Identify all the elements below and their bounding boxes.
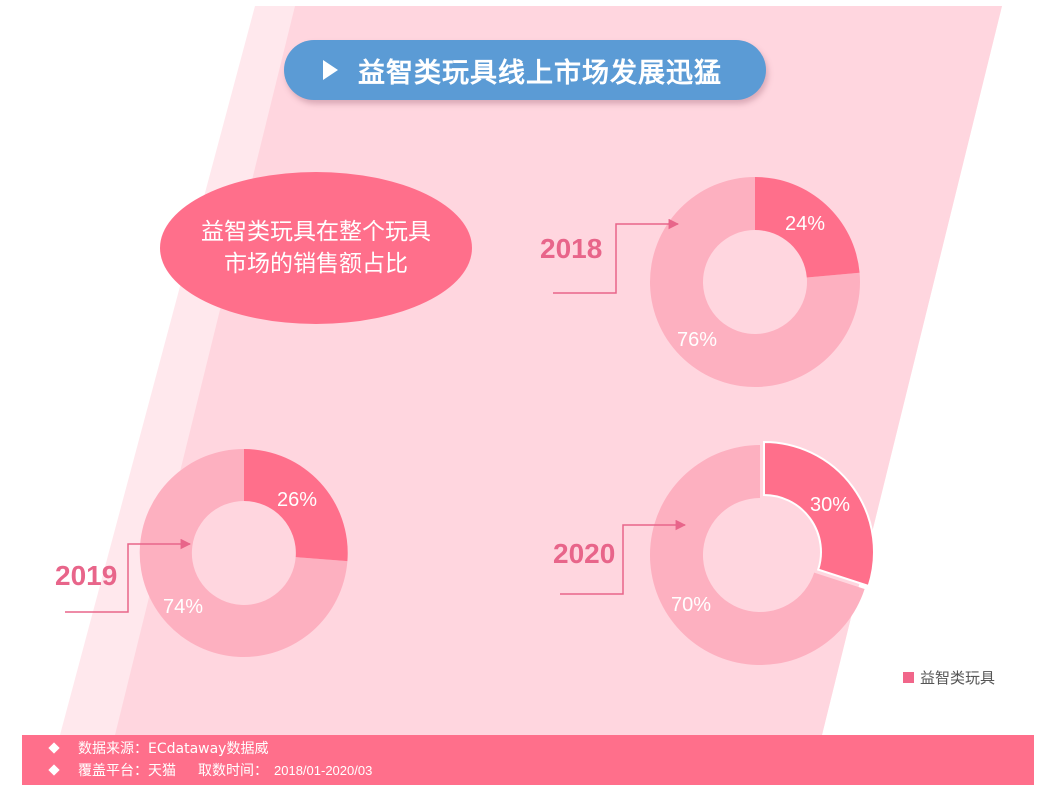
connector-2020 — [560, 519, 687, 595]
footer-source-value: ECdataway数据威 — [148, 741, 269, 757]
donut-2018-highlight-slice — [755, 177, 860, 278]
footer-bar: 数据来源： ECdataway数据威 覆盖平台： 天猫 取数时间： 2018/0… — [22, 735, 1034, 785]
donut-2020 — [649, 440, 875, 665]
connector-2018 — [553, 218, 680, 294]
year-label-2018: 2018 — [540, 233, 603, 264]
donut-2018 — [650, 177, 861, 387]
chart-legend: 益智类玩具 — [903, 667, 995, 688]
diamond-bullet-icon — [48, 764, 60, 776]
pct-label-2020-highlight: 30% — [810, 494, 851, 516]
legend-swatch — [903, 672, 914, 683]
page-title: 益智类玩具线上市场发展迅猛 — [358, 57, 722, 89]
footer-source-line: 数据来源： ECdataway数据威 — [48, 738, 269, 758]
year-label-2020: 2020 — [553, 538, 616, 569]
header-title-pill: 益智类玩具线上市场发展迅猛 — [284, 40, 766, 100]
footer-platform-value: 天猫 — [148, 763, 176, 779]
callout-ellipse: 益智类玩具在整个玩具 市场的销售额占比 — [160, 172, 472, 324]
donut-2020-highlight-slice — [763, 440, 875, 588]
pct-label-2018-highlight: 24% — [785, 213, 826, 235]
callout-line-1: 益智类玩具在整个玩具 — [201, 219, 431, 245]
footer-period-value: 2018/01-2020/03 — [274, 762, 373, 778]
donut-2018-rest-slice — [650, 177, 861, 387]
donut-2020-rest-slice — [649, 445, 865, 665]
pct-label-2018-rest: 76% — [677, 329, 718, 351]
connector-2019 — [65, 538, 192, 613]
donut-2019-rest-slice — [139, 448, 348, 657]
callout-line-2: 市场的销售额占比 — [224, 251, 408, 277]
footer-platform-label: 覆盖平台： — [78, 763, 148, 779]
pct-label-2019-rest: 74% — [163, 596, 204, 618]
footer-source-label: 数据来源： — [78, 741, 148, 757]
pct-label-2020-rest: 70% — [671, 594, 712, 616]
footer-platform-line: 覆盖平台： 天猫 取数时间： 2018/01-2020/03 — [48, 760, 373, 780]
legend-label: 益智类玩具 — [920, 669, 996, 687]
donut-2019-highlight-slice — [244, 449, 348, 562]
diamond-bullet-icon — [48, 742, 60, 754]
donut-2019 — [139, 448, 348, 657]
year-label-2019: 2019 — [55, 560, 118, 591]
pct-label-2019-highlight: 26% — [277, 489, 318, 511]
play-triangle-icon — [323, 60, 338, 80]
footer-period-label: 取数时间： — [198, 763, 268, 779]
